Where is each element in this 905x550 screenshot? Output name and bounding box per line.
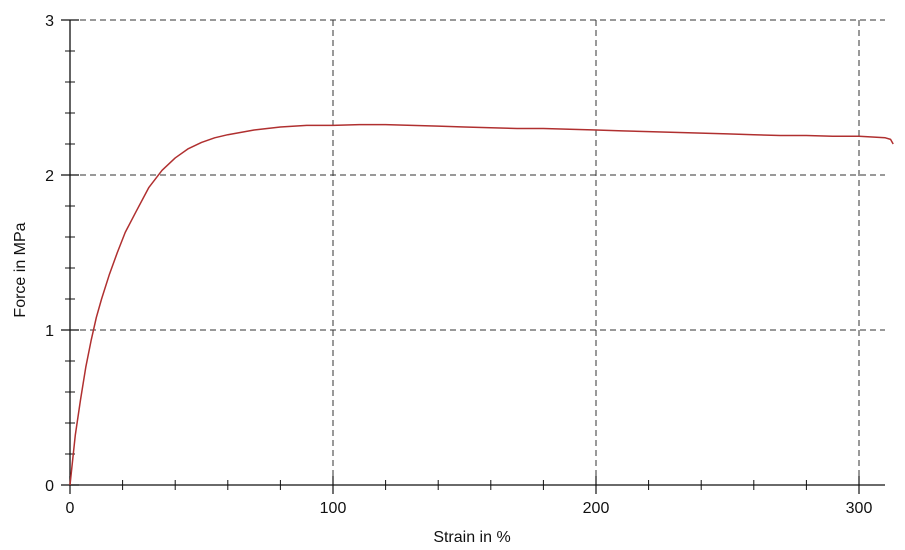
data-series [69,123,894,486]
y-tick-label: 2 [45,168,54,185]
x-tick-label: 200 [583,500,610,517]
y-tick-label: 0 [45,478,54,495]
axis-labels: Strain in % Force in MPa [12,222,511,546]
x-tick-label: 100 [320,500,347,517]
axis-ticks: 0 100 200 300 0 1 2 3 [45,13,872,517]
y-tick-label: 1 [45,323,54,340]
axes [69,20,885,486]
x-axis-label: Strain in % [433,529,510,546]
x-tick-label: 300 [846,500,873,517]
grid-lines [70,19,885,485]
series-line [69,123,894,486]
y-axis-label: Force in MPa [12,222,29,317]
y-tick-label: 3 [45,13,54,30]
x-tick-label: 0 [66,500,75,517]
